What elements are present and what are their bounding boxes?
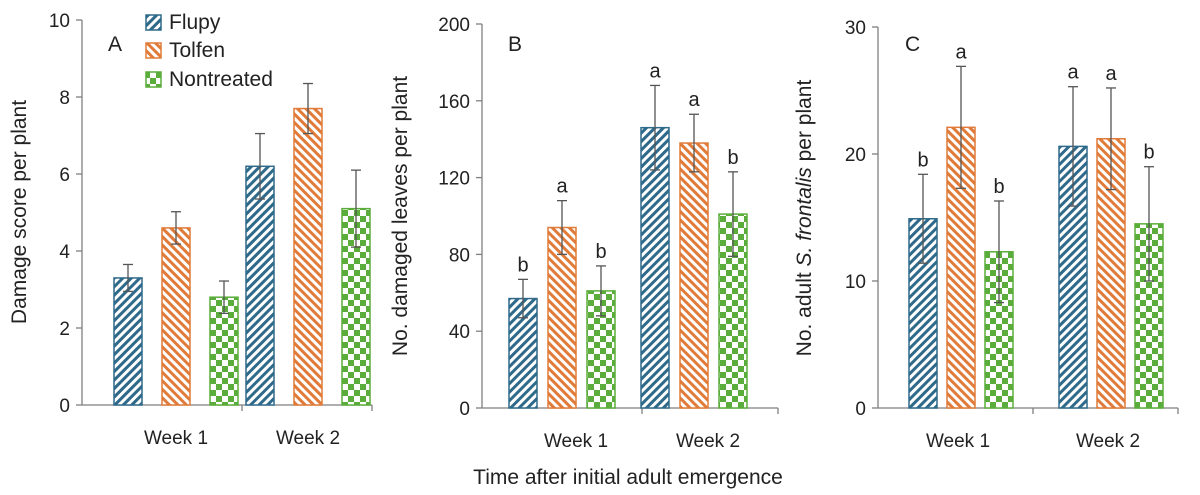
bar-nontreated	[209, 296, 239, 406]
significance-letter: a	[1067, 62, 1079, 84]
y-tick-label: 160	[438, 92, 470, 113]
y-axis-title: No. adult S. frontalis per plant	[793, 80, 816, 357]
panel-label: B	[508, 33, 522, 56]
legend: Flupy Tolfen Nontreated	[145, 11, 273, 91]
y-tick-label: 6	[59, 165, 70, 186]
legend-swatch-tolfen	[145, 42, 162, 59]
legend-swatch-flupy	[145, 14, 162, 31]
chart-panel-a: 0 2 4 6 8 10 Week 1 Week 2 A Damage score per pla…	[8, 11, 373, 449]
y-tick-label: 40	[449, 322, 470, 343]
chart-panel-c: 0 10 20 30 Week 1 Week 2 b a a a b b C No. adult S. f…	[793, 18, 1179, 452]
significance-letter: a	[1105, 63, 1117, 85]
significance-letter: a	[649, 60, 661, 82]
significance-letter: a	[955, 41, 967, 63]
x-tick-label: Week 1	[544, 431, 608, 452]
y-tick-label: 0	[59, 396, 70, 417]
panel-label: C	[905, 33, 920, 56]
significance-letter: b	[517, 254, 528, 276]
y-tick-label: 80	[449, 245, 470, 266]
y-tick-label: 20	[845, 145, 866, 166]
legend-label: Nontreated	[169, 68, 273, 91]
panel-label: A	[108, 33, 122, 56]
legend-label: Tolfen	[169, 39, 225, 62]
y-axis-title-part: per plant	[793, 80, 816, 168]
y-tick-label: 10	[49, 11, 70, 32]
y-tick-label: 2	[59, 319, 70, 340]
y-axis-title-part: No. adult	[793, 266, 816, 356]
x-tick-label: Week 1	[926, 431, 990, 452]
chart-panel-b: 0 40 80 120 160 200 Week 1 Week 2 b a a a b b B No. dam…	[389, 15, 779, 452]
x-tick-label: Week 2	[276, 428, 340, 449]
y-tick-label: 0	[855, 399, 866, 420]
significance-letter: b	[727, 147, 738, 169]
y-tick-label: 120	[438, 169, 470, 190]
significance-letter: b	[1143, 142, 1154, 164]
y-tick-label: 200	[438, 15, 470, 36]
legend-label: Flupy	[169, 11, 221, 34]
bar-flupy	[245, 165, 275, 406]
significance-letter: a	[556, 176, 568, 198]
y-axis-title-part: S. frontalis	[793, 167, 816, 267]
y-tick-label: 10	[845, 272, 866, 293]
legend-swatch-nontreated	[145, 71, 162, 88]
x-tick-label: Week 1	[144, 428, 208, 449]
y-tick-label: 8	[59, 88, 70, 109]
bar-tolfen	[161, 227, 191, 406]
bar-tolfen	[293, 107, 323, 406]
significance-letter: b	[595, 241, 606, 263]
bar-flupy	[640, 126, 670, 409]
y-axis-title: Damage score per plant	[8, 100, 31, 324]
bar-tolfen	[547, 226, 577, 409]
x-tick-label: Week 2	[676, 431, 740, 452]
bar-flupy	[113, 277, 143, 406]
y-tick-label: 30	[845, 18, 866, 39]
significance-letter: b	[993, 176, 1004, 198]
y-axis-title: No. damaged leaves per plant	[389, 76, 412, 356]
y-tick-label: 4	[59, 242, 70, 263]
significance-letter: b	[917, 149, 928, 171]
x-tick-label: Week 2	[1076, 431, 1140, 452]
x-axis-title: Time after initial adult emergence	[473, 466, 783, 489]
bar-tolfen	[679, 142, 709, 409]
y-tick-label: 0	[459, 399, 470, 420]
significance-letter: a	[688, 89, 700, 111]
